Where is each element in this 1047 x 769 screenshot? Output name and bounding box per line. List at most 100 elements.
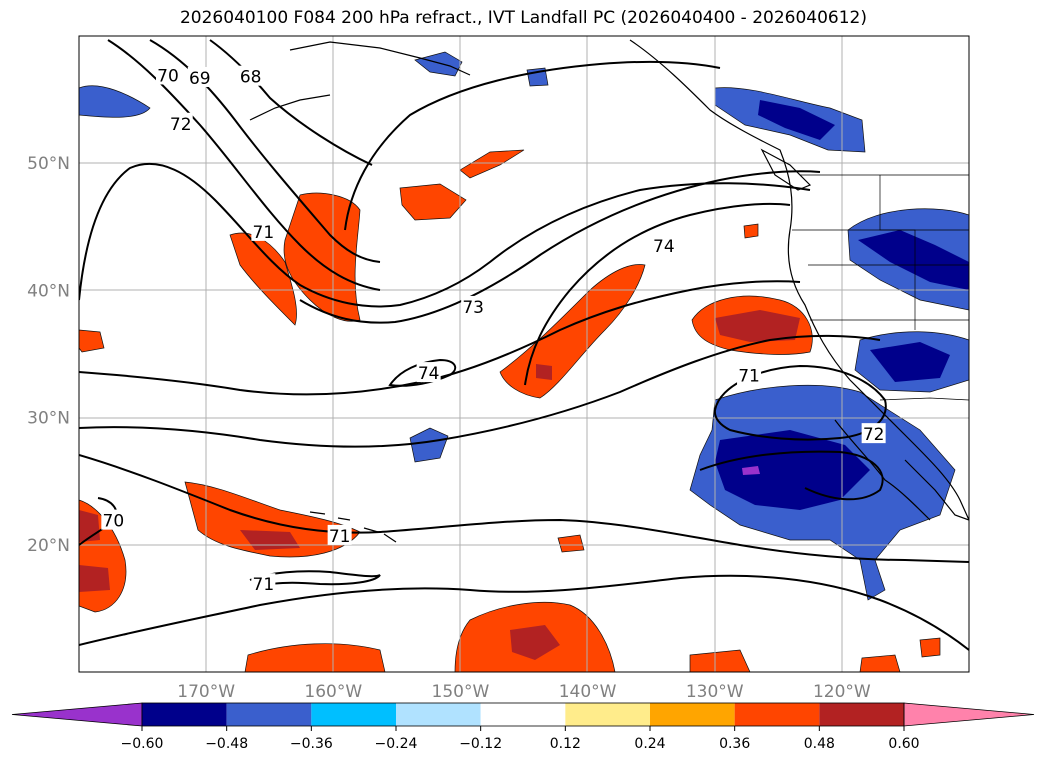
positive-region-south-west (244, 643, 386, 672)
positive-region-south-core (510, 625, 560, 660)
contour-74-ridge (524, 202, 791, 386)
contour-71-low (713, 364, 887, 441)
negative-region-small-1 (409, 427, 449, 463)
contour-label: 73 (462, 298, 484, 318)
contour-74-ring (388, 358, 457, 387)
contour-label: 71 (253, 223, 275, 243)
negative-region-bc-core (758, 100, 835, 140)
negative-region-alaska (414, 51, 463, 77)
contour-label-bg (238, 65, 263, 86)
colorbar-segment (226, 703, 312, 726)
negative-region-nw (79, 85, 151, 118)
colorbar-extend-max (903, 702, 1035, 727)
contour-south-lower (79, 574, 969, 651)
colorbar-tick-label: −0.60 (121, 736, 164, 752)
colorbar-segment (142, 703, 227, 726)
contour-label-bg (327, 524, 352, 545)
contour-label: 72 (863, 425, 885, 445)
lon-tick-label: 130°W (686, 682, 744, 702)
shading-layer (79, 51, 969, 601)
positive-region-north-1 (399, 183, 467, 221)
colorbar-tick-label: 0.48 (804, 736, 835, 752)
positive-region-west-edge-core (79, 510, 110, 592)
coastline-mexico (904, 459, 969, 521)
contour-label: 74 (418, 364, 440, 384)
lon-tick-labels: 170°W 160°W 150°W 140°W 130°W 120°W (177, 682, 871, 702)
contour-68 (209, 39, 373, 166)
contour-labels: 70 69 68 72 71 74 73 74 71 72 71 70 71 (101, 64, 886, 595)
contour-label: 72 (170, 115, 192, 135)
lat-tick-label: 50°N (27, 154, 70, 174)
lat-tick-label: 40°N (27, 281, 70, 301)
contour-label-bg (461, 295, 486, 316)
negative-region-core-purple (742, 466, 760, 475)
contour-label: 69 (189, 69, 211, 89)
lat-tick-labels: 50°N 40°N 30°N 20°N (27, 154, 70, 556)
lon-tick-label: 150°W (432, 682, 490, 702)
colorbar-tick-label: 0.36 (719, 736, 750, 752)
colorbar-tick-label: −0.24 (375, 736, 418, 752)
contour-label: 71 (329, 527, 351, 547)
positive-region-far-south-east (859, 654, 901, 672)
positive-region-north-2 (459, 149, 525, 179)
contour-label: 71 (253, 575, 275, 595)
colorbar-tick-label: 0.24 (634, 736, 665, 752)
colorbar-tick-label: −0.12 (459, 736, 502, 752)
lon-tick-label: 160°W (304, 682, 362, 702)
colorbar-segment (819, 703, 904, 726)
negative-region-inland-core (858, 230, 969, 290)
contour-label-bg (861, 423, 886, 444)
colorbar-segment (734, 703, 820, 726)
contour-label-bg (101, 509, 126, 530)
colorbar-extend-min (11, 702, 143, 727)
lon-tick-label: 120°W (813, 682, 871, 702)
contour-label: 70 (103, 512, 125, 532)
coastline-vancouver-island (760, 148, 812, 191)
lat-tick-label: 20°N (27, 536, 70, 556)
contour-label-bg (251, 573, 276, 594)
contour-71-south (249, 570, 381, 587)
contour-71-subtropic (79, 454, 969, 563)
border-state-3 (879, 175, 916, 330)
islands-hawaii (309, 511, 397, 543)
positive-region-coast-core (715, 310, 800, 342)
contour-71 (79, 163, 811, 308)
contour-72 (79, 280, 801, 396)
height-contours (79, 39, 969, 651)
negative-region-sw-core (870, 342, 950, 382)
contour-label: 71 (738, 367, 760, 387)
colorbar-outline (141, 702, 905, 727)
positive-region-small-2 (743, 223, 759, 239)
positive-region-south-east (689, 649, 751, 672)
contour-label-bg (187, 66, 212, 87)
positive-region-small (557, 534, 585, 553)
contour-label: 74 (653, 237, 675, 257)
contour-label-bg (251, 220, 276, 241)
contour-label-bg (416, 362, 441, 383)
colorbar-segment (565, 703, 650, 726)
colorbar-tick-label: 0.12 (550, 736, 581, 752)
coastline-alaska (249, 41, 471, 121)
lon-tick-label: 140°W (559, 682, 617, 702)
colorbar-tick-label: −0.36 (290, 736, 333, 752)
colorbar-segment (396, 703, 481, 726)
contour-label-bg (156, 64, 180, 85)
colorbar-segment (480, 703, 566, 726)
negative-region-subtropical-core (715, 430, 870, 510)
contour-label-bg (737, 364, 762, 385)
contour-north-loop (344, 60, 721, 231)
contour-label: 68 (240, 68, 262, 88)
map-title: 2026040100 F084 200 hPa refract., IVT La… (179, 8, 867, 28)
positive-region-west-mid (79, 329, 105, 353)
positive-region-small-3 (919, 637, 941, 658)
positive-region-diagonal-core (536, 364, 552, 380)
contour-label-bg (651, 234, 676, 255)
colorbar-tick-label: 0.60 (888, 736, 919, 752)
contour-73 (79, 334, 881, 448)
political-borders (792, 174, 969, 401)
lat-tick-label: 30°N (27, 409, 70, 429)
lon-tick-label: 170°W (177, 682, 235, 702)
plot-frame (78, 35, 970, 673)
positive-shading-layer (79, 149, 941, 672)
